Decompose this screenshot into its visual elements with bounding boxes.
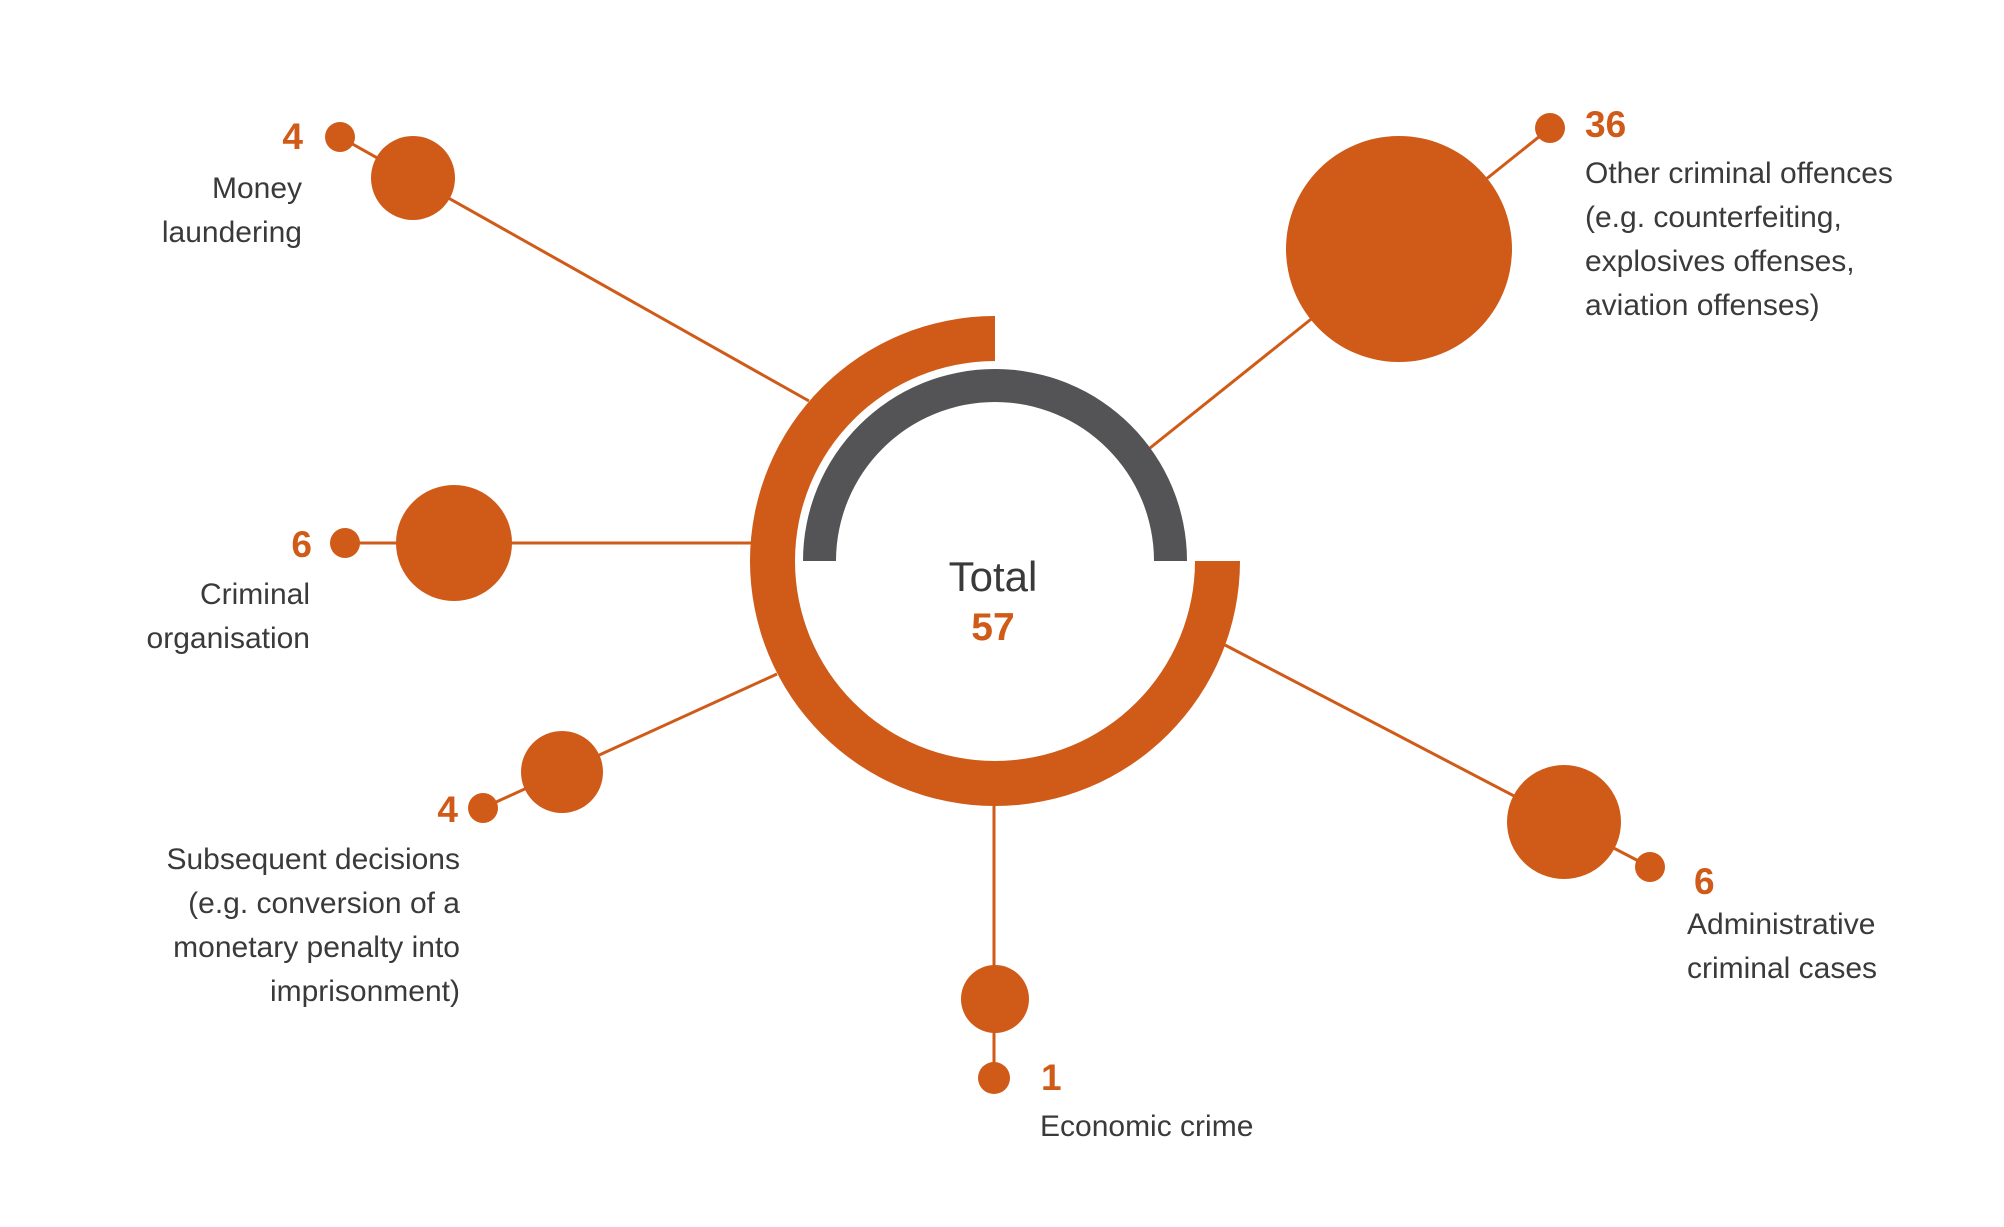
dot-administrative-criminal-cases <box>1635 852 1665 882</box>
value-other-criminal-offences: 36 <box>1585 104 1627 145</box>
total-label: Total <box>948 553 1038 600</box>
value-administrative-criminal-cases: 6 <box>1694 861 1715 902</box>
dot-money-laundering <box>325 122 355 152</box>
label-subsequent-decisions: Subsequent decisions (e.g. conversion of… <box>166 843 460 1008</box>
center-ring-gray-arc <box>803 369 1187 561</box>
category-bubbles <box>371 136 1621 1033</box>
label-other-criminal-offences: Other criminal offences (e.g. counterfei… <box>1585 157 1893 322</box>
value-economic-crime: 1 <box>1041 1057 1062 1098</box>
total-value: 57 <box>971 606 1015 649</box>
label-administrative-criminal-cases: Administrative criminal cases <box>1687 908 1878 985</box>
center-ring <box>750 316 1240 806</box>
label-criminal-organisation: Criminal organisation <box>146 578 310 655</box>
bubble-money-laundering <box>371 136 455 220</box>
value-dots <box>325 113 1665 1094</box>
bubble-administrative-criminal-cases <box>1507 765 1621 879</box>
dot-economic-crime <box>978 1062 1010 1094</box>
dot-criminal-organisation <box>330 528 360 558</box>
dot-subsequent-decisions <box>468 793 498 823</box>
bubble-other-criminal-offences <box>1286 136 1512 362</box>
value-money-laundering: 4 <box>282 116 303 157</box>
value-criminal-organisation: 6 <box>291 524 312 565</box>
bubble-subsequent-decisions <box>521 731 603 813</box>
dot-other-criminal-offences <box>1535 113 1565 143</box>
bubble-economic-crime <box>961 965 1029 1033</box>
label-money-laundering: Money laundering <box>161 172 302 249</box>
label-economic-crime: Economic crime <box>1040 1110 1254 1143</box>
value-subsequent-decisions: 4 <box>437 789 458 830</box>
bubble-criminal-organisation <box>396 485 512 601</box>
